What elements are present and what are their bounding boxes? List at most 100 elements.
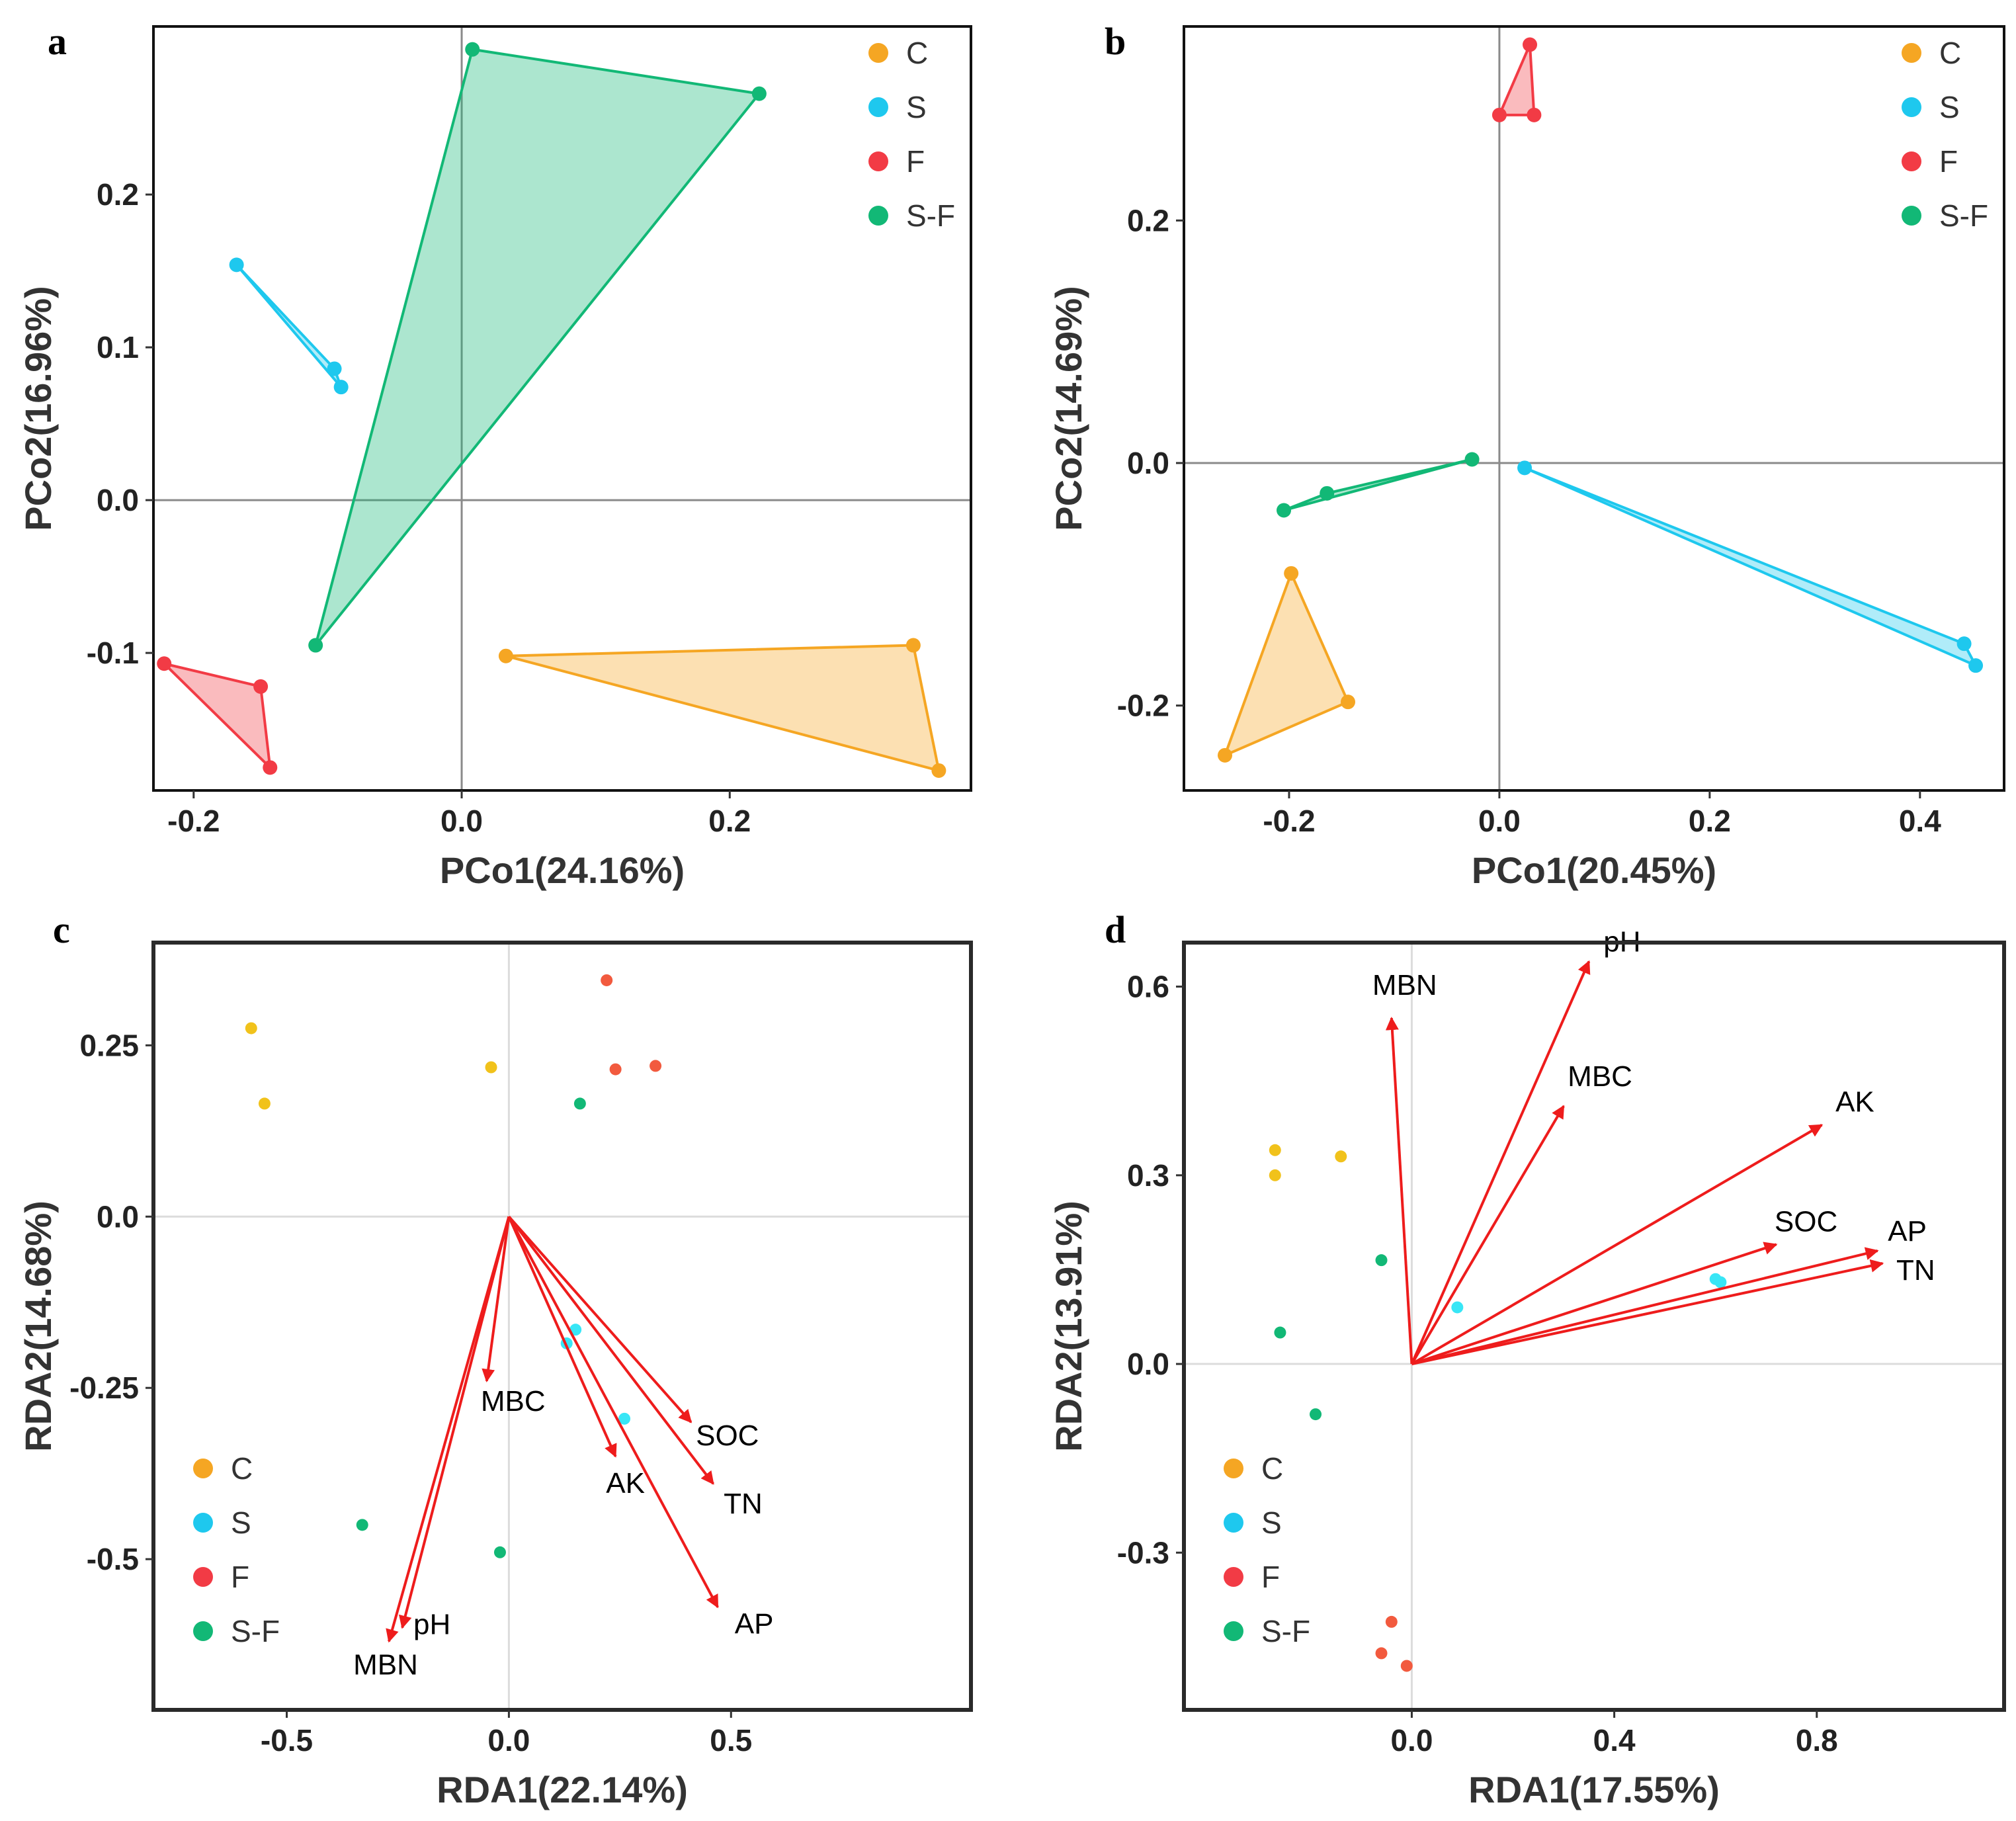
- legend-label-c: C: [231, 1451, 253, 1486]
- legend-label-s-f: S-F: [1261, 1614, 1310, 1648]
- vector-mbn: [1385, 1017, 1413, 1365]
- point-f: [1400, 1660, 1413, 1672]
- legend-key-f: [193, 1567, 213, 1587]
- plot-frame: [1183, 25, 2005, 792]
- point-c: [1284, 566, 1299, 581]
- y-tick-label: 0.6: [1127, 970, 1169, 1004]
- x-tick-label: 0.2: [708, 804, 751, 838]
- vector-ak: [507, 1216, 617, 1458]
- legend-key-s-f: [868, 206, 888, 226]
- hull-f: [1497, 43, 1536, 116]
- legend-key-f: [1224, 1567, 1243, 1587]
- point-s-f: [1277, 503, 1292, 518]
- point-s: [229, 257, 244, 273]
- point-s: [1451, 1301, 1464, 1314]
- legend-label-s-f: S-F: [231, 1614, 280, 1648]
- point-c: [1335, 1150, 1347, 1163]
- legend-key-s-f: [193, 1621, 213, 1641]
- hull-s: [1523, 466, 1978, 667]
- legend-label-c: C: [1939, 36, 1961, 70]
- x-tick-label: 0.0: [487, 1723, 530, 1757]
- vector-label-ph: pH: [413, 1609, 450, 1641]
- hull-s-f: [314, 48, 761, 647]
- point-c: [905, 638, 921, 653]
- point-s: [1956, 636, 1972, 652]
- panel-letter-a: a: [48, 20, 67, 63]
- point-s: [333, 380, 349, 395]
- point-c: [1269, 1144, 1281, 1156]
- point-s: [618, 1412, 631, 1425]
- x-tick-label: 0.0: [1478, 804, 1521, 838]
- panel-letter-d: d: [1105, 908, 1126, 951]
- panel-letter-b: b: [1105, 20, 1126, 63]
- vector-mbc: [1410, 1105, 1565, 1365]
- vector-tn: [507, 1216, 714, 1485]
- point-s: [1968, 658, 1984, 673]
- vector-label-tn: TN: [724, 1488, 763, 1520]
- y-tick-label: -0.2: [1117, 689, 1169, 723]
- point-s-f: [1375, 1254, 1388, 1267]
- y-tick-label: 0.0: [1127, 446, 1169, 480]
- y-tick-label: -0.1: [87, 636, 139, 670]
- plot-frame: [151, 941, 973, 1712]
- point-f: [157, 656, 172, 671]
- vector-label-ak: AK: [606, 1467, 645, 1500]
- point-f: [601, 974, 613, 986]
- legend-key-s: [1902, 97, 1921, 117]
- point-f: [1527, 107, 1542, 122]
- point-f: [1491, 107, 1507, 122]
- legend-key-c: [1224, 1459, 1243, 1478]
- point-c: [1218, 747, 1232, 763]
- y-tick-label: 0.0: [1127, 1347, 1169, 1381]
- vector-ap: [1411, 1247, 1879, 1365]
- point-f: [1375, 1647, 1388, 1660]
- x-tick-label: 0.0: [1390, 1723, 1433, 1757]
- vector-label-mbn: MBN: [1372, 969, 1437, 1001]
- point-f: [650, 1060, 662, 1072]
- point-s-f: [1320, 486, 1335, 501]
- legend-key-s-f: [1224, 1621, 1243, 1641]
- legend-label-s: S: [906, 90, 927, 124]
- legend-key-s: [1224, 1513, 1243, 1533]
- vector-soc: [1411, 1242, 1778, 1365]
- panel-letter-c: c: [53, 908, 70, 951]
- legend-key-s-f: [1902, 206, 1921, 226]
- vector-mbc: [482, 1216, 511, 1382]
- legend-label-f: F: [1939, 144, 1958, 179]
- x-axis-title: PCo1(20.45%): [1472, 849, 1716, 891]
- x-tick-label: -0.5: [261, 1723, 313, 1757]
- point-s-f: [493, 1546, 506, 1558]
- x-tick-label: 0.0: [441, 804, 483, 838]
- x-tick-label: -0.2: [1263, 804, 1315, 838]
- hull-s-f: [1282, 458, 1474, 512]
- point-s-f: [465, 42, 480, 57]
- legend-label-f: F: [906, 144, 925, 179]
- point-s-f: [1464, 452, 1480, 467]
- legend-label-s: S: [231, 1505, 251, 1540]
- y-tick-label: 0.2: [97, 177, 139, 212]
- x-tick-label: 0.8: [1796, 1723, 1838, 1757]
- vector-label-mbc: MBC: [1568, 1060, 1632, 1093]
- point-s: [1517, 460, 1533, 476]
- point-f: [1523, 37, 1538, 52]
- x-tick-label: 0.2: [1689, 804, 1731, 838]
- hull-c: [504, 644, 941, 772]
- vector-label-tn: TN: [1896, 1254, 1935, 1287]
- vector-mbn: [386, 1216, 511, 1643]
- point-f: [263, 760, 278, 775]
- legend-label-s-f: S-F: [1939, 198, 1988, 233]
- y-tick-label: 0.1: [97, 330, 139, 364]
- vector-ak: [1411, 1124, 1824, 1365]
- y-axis-title: PCo2(16.96%): [17, 286, 59, 530]
- vector-label-ap: AP: [735, 1608, 774, 1640]
- y-axis-title: RDA2(13.91%): [1048, 1201, 1089, 1452]
- x-axis-title: RDA1(22.14%): [437, 1769, 688, 1810]
- point-s: [569, 1324, 582, 1336]
- vector-label-soc: SOC: [696, 1419, 759, 1452]
- vector-label-mbn: MBN: [353, 1648, 418, 1681]
- legend-key-s: [868, 97, 888, 117]
- point-f: [609, 1063, 622, 1076]
- vector-ph: [399, 1216, 511, 1629]
- point-s-f: [573, 1097, 586, 1110]
